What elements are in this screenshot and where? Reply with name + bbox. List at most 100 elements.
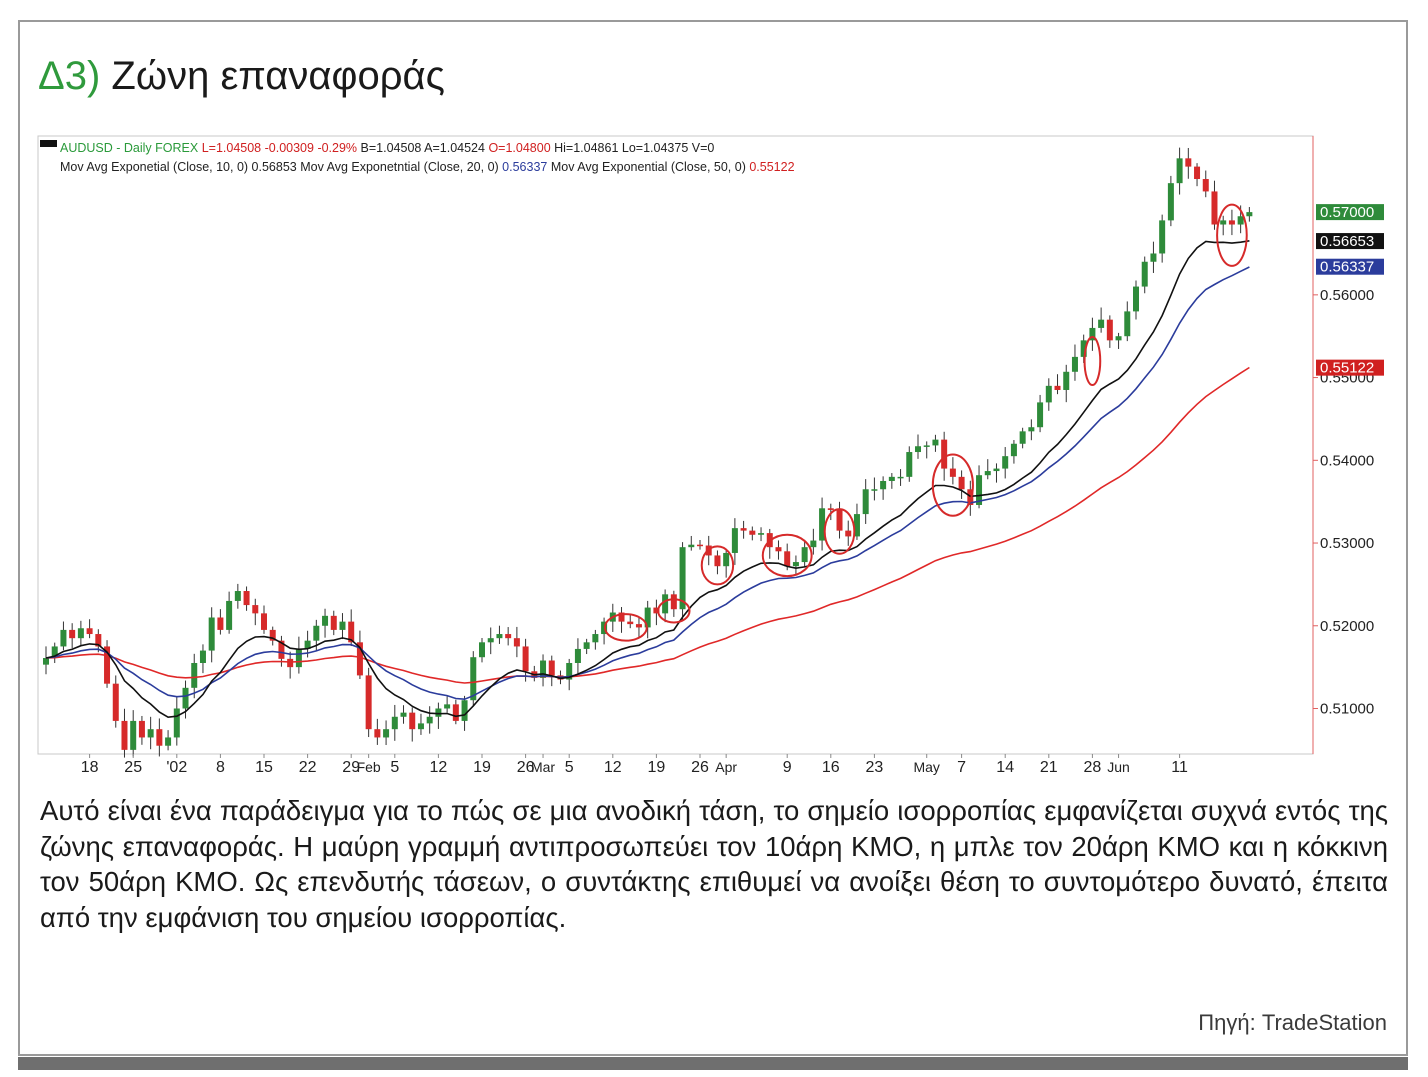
candle-body (505, 634, 512, 639)
candle-body (51, 646, 58, 659)
candle-body (269, 629, 276, 641)
candle-body (374, 729, 381, 738)
header-field: 0.56853 (248, 160, 297, 174)
equilibrium-circle (931, 453, 974, 517)
candle-body (165, 737, 172, 746)
y-tick-label: 0.52000 (1320, 618, 1374, 635)
chart-header-line2: Mov Avg Exponetial (Close, 10, 0) 0.5685… (60, 160, 795, 174)
candle-body (880, 480, 887, 490)
caption-text: Αυτό είναι ένα παράδειγμα για το πώς σε … (40, 795, 1388, 933)
candle-body (784, 551, 791, 567)
candle-body (1063, 371, 1070, 390)
candle-body (574, 648, 581, 663)
candle-body (967, 489, 974, 505)
equilibrium-circle (1216, 203, 1248, 267)
ema20-line (45, 266, 1250, 701)
candle-body (1150, 253, 1157, 262)
header-field: -0.29% (314, 141, 357, 155)
x-tick-label: 21 (1040, 759, 1058, 776)
last-value-label: 0.57000 (1320, 204, 1374, 221)
candle-body (1028, 427, 1035, 432)
equilibrium-circle (761, 533, 813, 578)
candle-body (749, 530, 756, 535)
y-tick-label: 0.51000 (1320, 700, 1374, 717)
x-tick-label: Feb (357, 759, 381, 775)
x-tick-label: 26 (517, 759, 535, 776)
candle-body (1054, 385, 1061, 390)
equilibrium-circles (603, 203, 1248, 642)
candle-body (906, 452, 913, 477)
candle-body (1071, 356, 1078, 372)
price-axis: 0.510000.520000.530000.540000.550000.560… (1313, 287, 1374, 717)
candle-body (391, 716, 398, 730)
chart-header-line1: AUDUSD - Daily FOREX L=1.04508 -0.00309 … (60, 141, 714, 155)
candle-body (43, 658, 49, 665)
last-value-box (1316, 204, 1384, 221)
candle-body (77, 628, 84, 639)
candle-body (958, 476, 965, 490)
candle-body (976, 475, 983, 505)
candle-body (199, 650, 206, 663)
header-field: Hi=1.04861 (551, 141, 619, 155)
header-field: V=0 (688, 141, 714, 155)
candle-body (339, 621, 346, 630)
candle-body (121, 720, 128, 750)
x-tick-label: Jun (1107, 759, 1130, 775)
candle-body (740, 528, 747, 531)
x-tick-label: 19 (473, 759, 491, 776)
candle-body (365, 675, 372, 730)
x-tick-label: 26 (691, 759, 709, 776)
x-tick-label: 15 (255, 759, 273, 776)
candle-body (1098, 319, 1105, 328)
x-tick-label: Mar (531, 759, 555, 775)
candle-body (1037, 402, 1044, 428)
header-field: A=1.04524 (421, 141, 485, 155)
header-field: 0.55122 (746, 160, 795, 174)
header-field: Mov Avg Exponetntial (Close, 20, 0) (297, 160, 499, 174)
candle-body (1010, 443, 1017, 457)
candle-body (635, 624, 642, 628)
candle-body (888, 476, 895, 481)
candle-body (1002, 456, 1009, 469)
header-field: AUDUSD - Daily FOREX (60, 141, 199, 155)
bottom-bar (18, 1057, 1408, 1070)
candle-body (993, 468, 1000, 472)
ema10-line (45, 240, 1250, 719)
candle-body (618, 612, 625, 622)
header-field: Lo=1.04375 (618, 141, 688, 155)
x-tick-label: 16 (822, 759, 840, 776)
candle-body (208, 617, 215, 651)
x-tick-label: 28 (1084, 759, 1102, 776)
candle-body (871, 489, 878, 491)
candle-body (853, 514, 860, 537)
candle-body (566, 662, 573, 680)
candle-body (86, 628, 93, 635)
candle-body (540, 660, 547, 678)
header-marker (40, 140, 57, 147)
candle-body (792, 562, 799, 567)
x-tick-label: 12 (604, 759, 622, 776)
candle-body (496, 634, 503, 639)
x-tick-label: 8 (216, 759, 225, 776)
x-tick-label: 7 (957, 759, 966, 776)
candle-body (1080, 340, 1087, 357)
candle-body (984, 471, 991, 476)
candle-body (1106, 319, 1113, 341)
x-tick-label: 22 (299, 759, 317, 776)
equilibrium-circle (1083, 336, 1102, 387)
candle-body (583, 642, 590, 649)
candle-body (452, 704, 459, 721)
candle-body (147, 729, 154, 738)
candle-body (548, 660, 555, 676)
equilibrium-circle (823, 508, 856, 555)
candle-body (679, 547, 686, 610)
candle-body (95, 634, 102, 647)
candle-body (435, 708, 442, 717)
candle-body (1211, 191, 1218, 225)
candle-body (287, 658, 294, 668)
candle-body (1141, 261, 1148, 287)
candle-body (1202, 179, 1209, 192)
x-tick-label: 5 (565, 759, 574, 776)
candle-body (670, 594, 677, 610)
